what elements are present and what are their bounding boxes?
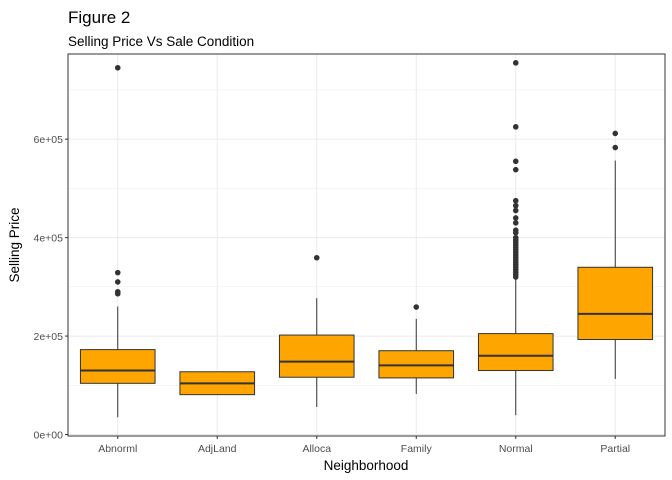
outlier-point	[512, 229, 519, 236]
box-abnorml	[79, 64, 156, 418]
x-axis-title: Neighborhood	[324, 458, 409, 473]
x-tick-label: Normal	[499, 443, 533, 455]
y-tick-label: 0e+00	[34, 430, 64, 442]
outlier-point	[413, 304, 420, 310]
outlier-point	[512, 274, 519, 280]
outlier-point	[512, 197, 519, 204]
outlier-point	[114, 64, 121, 71]
chart-subtitle: Selling Price Vs Sale Condition	[68, 34, 254, 49]
outlier-point	[313, 254, 320, 261]
chart-title: Figure 2	[68, 8, 130, 27]
outlier-point	[512, 207, 519, 214]
outlier-point	[114, 279, 121, 285]
outlier-point	[114, 269, 121, 276]
outlier-point	[512, 124, 519, 130]
outlier-point	[512, 215, 519, 221]
box-partial	[577, 130, 654, 379]
outlier-point	[512, 158, 519, 165]
outlier-point	[512, 220, 519, 226]
iqr-box	[577, 266, 654, 341]
y-tick-label: 4e+05	[34, 233, 64, 245]
y-tick-label: 2e+05	[34, 331, 64, 343]
grid-lines	[68, 54, 665, 436]
y-axis-title: Selling Price	[7, 207, 22, 282]
iqr-box	[378, 350, 455, 379]
box-normal	[477, 60, 554, 416]
iqr-box	[477, 333, 554, 372]
outlier-point	[512, 202, 519, 209]
x-tick-label: AdjLand	[198, 443, 237, 455]
x-tick-label: Partial	[600, 443, 630, 455]
box-family	[378, 304, 455, 394]
iqr-box	[278, 334, 355, 378]
box-adjland	[179, 371, 256, 396]
y-axis: 0e+00 2e+05 4e+05 6e+05	[34, 134, 68, 442]
x-axis: Abnorml AdjLand Alloca Family Normal Partial	[98, 436, 630, 455]
box-series	[79, 60, 654, 418]
box-alloca	[278, 254, 355, 407]
x-tick-label: Abnorml	[98, 443, 137, 455]
outlier-point	[512, 60, 519, 66]
outlier-point	[612, 144, 619, 151]
panel-border	[67, 53, 666, 437]
outlier-point	[114, 290, 121, 297]
iqr-box	[79, 349, 156, 384]
outlier-point	[512, 166, 519, 173]
x-tick-label: Family	[401, 443, 433, 455]
x-tick-label: Alloca	[302, 443, 331, 455]
outlier-point	[612, 130, 619, 137]
y-tick-label: 6e+05	[34, 134, 64, 146]
